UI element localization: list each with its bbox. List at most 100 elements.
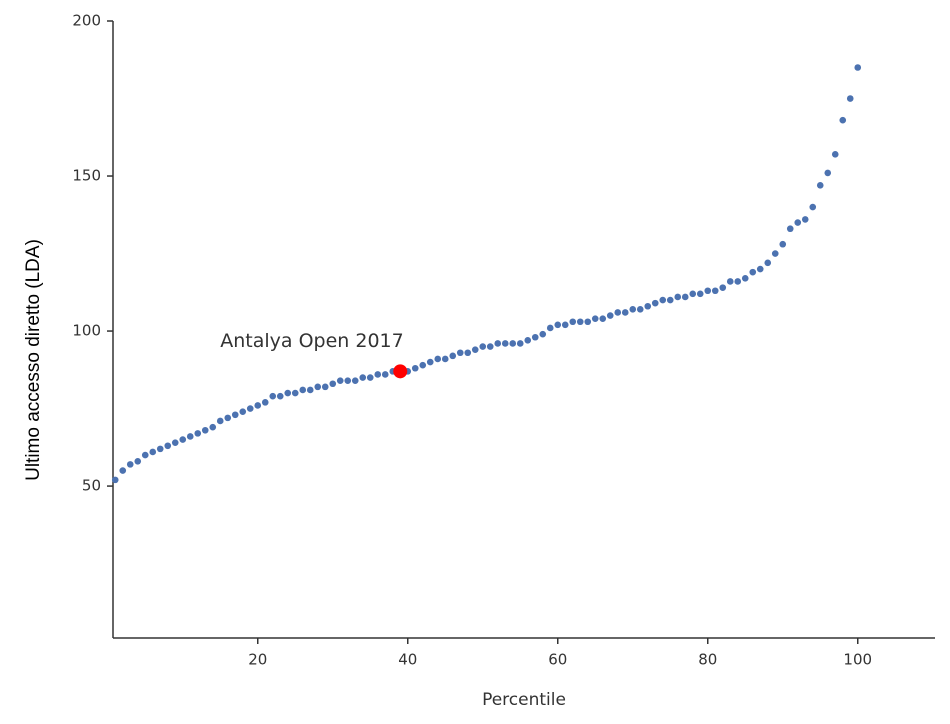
point	[411, 364, 419, 372]
x-tick-label: 60	[548, 651, 567, 669]
point	[674, 293, 682, 301]
point	[831, 151, 839, 158]
point	[591, 315, 599, 322]
point	[516, 340, 524, 347]
point	[471, 346, 479, 353]
point	[269, 392, 277, 400]
point	[314, 383, 322, 391]
point	[696, 290, 704, 298]
point	[636, 306, 644, 313]
point	[329, 380, 337, 388]
point	[651, 299, 659, 307]
point	[801, 216, 809, 223]
point	[501, 340, 509, 347]
point	[374, 371, 382, 378]
point	[186, 433, 194, 440]
point	[156, 445, 164, 453]
point	[194, 430, 202, 437]
point	[216, 417, 224, 425]
point	[629, 306, 637, 313]
point	[719, 284, 727, 291]
point	[306, 386, 314, 394]
point	[786, 225, 794, 233]
point	[299, 386, 307, 394]
point	[846, 95, 854, 102]
point	[749, 268, 757, 276]
point	[486, 343, 494, 350]
point	[246, 405, 254, 412]
point	[441, 355, 449, 363]
point	[456, 349, 464, 357]
point	[524, 337, 532, 344]
point	[464, 349, 472, 357]
point	[809, 203, 817, 211]
point	[179, 436, 187, 443]
point	[756, 265, 764, 273]
point	[254, 402, 262, 409]
point	[644, 302, 652, 310]
point	[554, 321, 562, 329]
point	[126, 461, 134, 468]
point	[771, 250, 779, 257]
point	[726, 278, 734, 285]
point	[321, 383, 329, 391]
point	[344, 377, 352, 384]
point	[576, 318, 584, 326]
point	[434, 355, 442, 363]
point	[659, 296, 667, 304]
x-axis-label: Percentile	[482, 690, 566, 710]
x-tick-label: 100	[843, 651, 872, 669]
point	[794, 219, 802, 226]
point	[839, 116, 847, 124]
point	[854, 64, 862, 71]
x-tick-label: 80	[698, 651, 717, 669]
y-tick-label: 100	[72, 322, 101, 340]
highlight-point	[393, 364, 408, 379]
point	[711, 287, 719, 295]
annotation: Antalya Open 2017	[220, 330, 403, 352]
point	[509, 340, 517, 347]
x-tick-label: 20	[248, 651, 267, 669]
x-tick-label: 40	[398, 651, 417, 669]
point	[531, 333, 539, 341]
point	[426, 358, 434, 366]
point	[689, 290, 697, 298]
point	[336, 377, 344, 384]
point	[546, 324, 554, 332]
point	[119, 467, 127, 474]
point	[419, 361, 427, 369]
point	[134, 457, 142, 465]
point	[494, 340, 502, 347]
point	[359, 374, 367, 381]
point	[171, 439, 179, 446]
point	[366, 374, 374, 381]
point	[284, 389, 292, 397]
point	[569, 318, 577, 326]
point	[209, 423, 217, 431]
point	[381, 371, 389, 378]
point	[734, 278, 742, 285]
point	[539, 330, 547, 338]
point	[231, 411, 239, 419]
point	[779, 240, 787, 248]
y-tick-label: 50	[82, 477, 101, 495]
point	[666, 296, 674, 304]
point	[224, 414, 232, 422]
point	[704, 287, 712, 295]
point	[351, 377, 359, 384]
point	[614, 309, 622, 316]
point	[291, 389, 299, 397]
point	[149, 448, 157, 456]
point	[621, 309, 629, 316]
point	[606, 312, 614, 319]
point	[479, 343, 487, 350]
point	[111, 476, 119, 484]
point	[741, 275, 749, 282]
point	[261, 399, 269, 406]
point	[276, 392, 284, 400]
point	[681, 293, 689, 301]
point	[239, 408, 247, 415]
point	[816, 182, 824, 189]
point	[599, 315, 607, 322]
